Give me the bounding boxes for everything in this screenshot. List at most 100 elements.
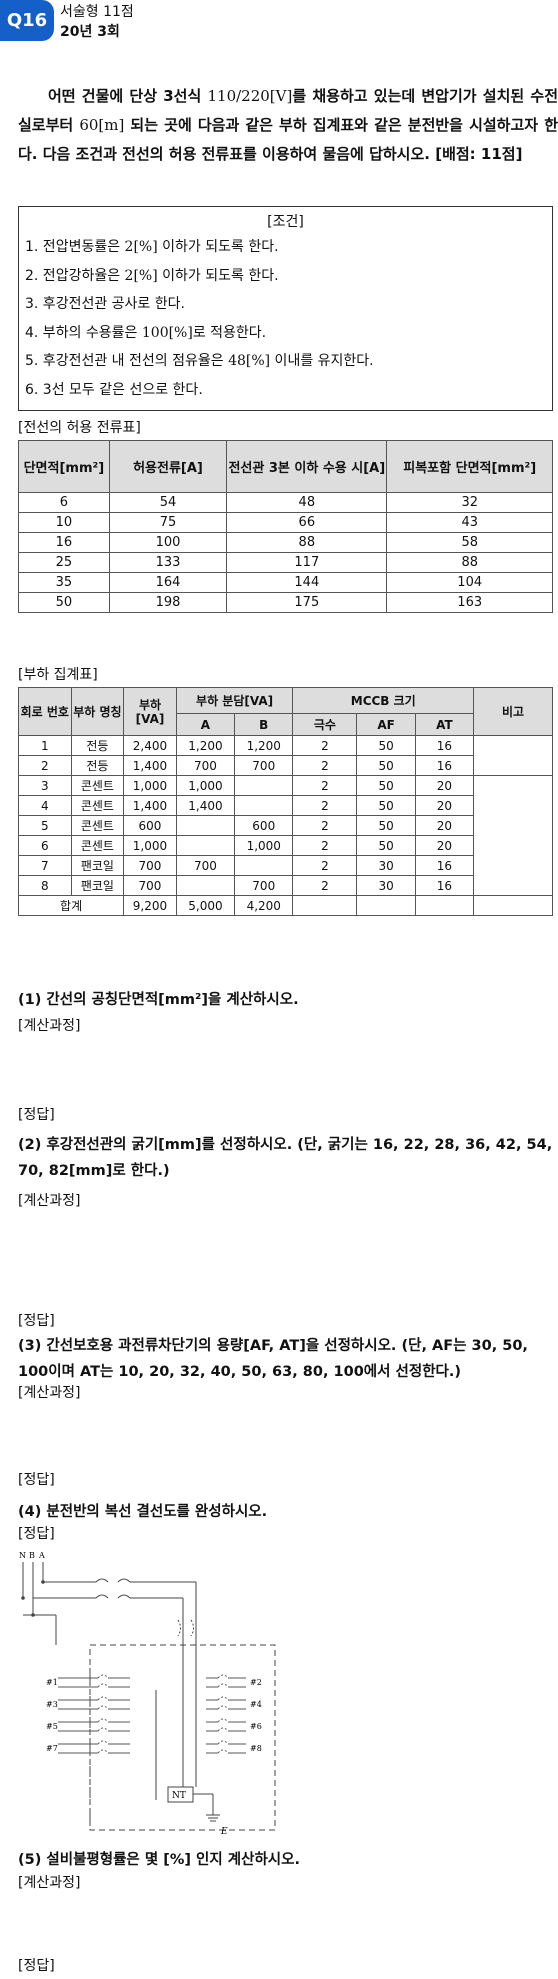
table-cell: 8 [18, 875, 72, 896]
table-cell: 50 [356, 775, 416, 796]
table-cell [234, 795, 294, 816]
table-cell: 50 [18, 592, 110, 613]
table-cell: 88 [226, 532, 388, 553]
table-row: 16 100 88 58 [18, 532, 553, 553]
total-label: 합계 [17, 895, 125, 916]
table-row: 1 전등 2,400 1,200 1,200 2 50 16 [18, 735, 553, 776]
table-cell: 콘센트 [70, 775, 125, 796]
table-row: 2 전등 1,400 700 700 2 50 16 [18, 755, 553, 776]
table-row: 6 콘센트 1,000 1,000 2 50 20 [18, 835, 553, 856]
t1-h-current: 허용전류[A] [108, 440, 228, 493]
table-cell: 88 [386, 552, 553, 573]
table-cell: 2 [292, 835, 358, 856]
question-2: (2) 후강전선관의 굵기[mm]를 선정하시오. (단, 굵기는 16, 22… [18, 1137, 553, 1179]
right-circuit-label: #4 [250, 1700, 262, 1709]
table-cell: 20 [414, 775, 475, 796]
table-cell: 30 [356, 875, 416, 896]
condition-item: 2. 전압강하율은 2[%] 이하가 되도록 한다. [25, 267, 279, 284]
condition-item: 5. 후강전선관 내 전선의 점유율은 48[%] 이내를 유지한다. [25, 353, 374, 369]
table-cell: 10 [18, 512, 110, 533]
table-cell: 163 [386, 592, 553, 613]
t1-h-conduit: 전선관 3본 이하 수용 시[A] [226, 440, 388, 493]
table-cell: 2 [18, 755, 72, 776]
right-circuit-label: #6 [250, 1722, 262, 1731]
t2-h-af: AF [356, 713, 416, 736]
table-cell: 175 [226, 592, 388, 613]
answer-label-1: [정답] [18, 1107, 55, 1123]
earth-label: E [220, 1827, 228, 1837]
breaker-arc [217, 1683, 229, 1688]
table-cell: 50 [356, 755, 416, 776]
allowable-current-table: 단면적[mm²] 허용전류[A] 전선관 3본 이하 수용 시[A] 피복포함 … [18, 440, 553, 613]
table-row: 6 54 48 32 [18, 492, 553, 513]
conditions-title: [조건] [267, 214, 304, 230]
table-cell [175, 815, 236, 836]
table-cell: 16 [18, 532, 110, 553]
note-cell [473, 735, 553, 776]
table-cell: 콘센트 [70, 835, 125, 856]
breaker-arc [97, 1749, 109, 1754]
table-cell: 2 [292, 855, 358, 876]
answer-label-5: [정답] [18, 1958, 55, 1974]
exam-session: 20년 3회 [60, 24, 120, 40]
t2-h-a: A [175, 713, 236, 736]
answer-label-3: [정답] [18, 1472, 55, 1488]
table-cell: 팬코일 [70, 875, 125, 896]
t1-h-area: 단면적[mm²] [18, 440, 110, 493]
table-cell: 32 [386, 492, 553, 513]
table-cell: 1,200 [234, 735, 294, 756]
table-row: 8 팬코일 700 700 2 30 16 [18, 875, 553, 896]
table-cell: 16 [414, 755, 475, 776]
table-cell: 600 [234, 815, 294, 836]
total-row: 합계 9,200 5,000 4,200 [17, 895, 553, 916]
table-cell: 50 [356, 835, 416, 856]
table-cell: 콘센트 [70, 795, 125, 816]
table-cell: 35 [18, 572, 110, 593]
table-cell: 1 [18, 735, 72, 756]
table-row: 3 콘센트 1,000 1,000 2 50 20 [18, 775, 553, 896]
table-cell: 6 [18, 492, 110, 513]
question-4: (4) 분전반의 복선 결선도를 완성하시오. [18, 1504, 268, 1520]
t2-h-name: 부하 명칭 [70, 687, 125, 736]
breaker-arc [217, 1674, 229, 1679]
table-cell: 104 [386, 572, 553, 593]
t1-h-cover: 피복포함 단면적[mm²] [386, 440, 553, 493]
table-cell: 66 [226, 512, 388, 533]
table-cell: 48 [226, 492, 388, 513]
t2-h-b: B [234, 713, 294, 736]
table-cell: 16 [414, 735, 475, 756]
note-cell [473, 775, 553, 896]
total-empty-cell [292, 895, 358, 916]
nt-label: NT [172, 1791, 186, 1801]
table-row: 50 198 175 163 [18, 592, 553, 613]
table-cell: 700 [234, 755, 294, 776]
total-empty-cell [414, 895, 475, 916]
right-circuit-label: #2 [250, 1678, 262, 1687]
table-cell: 2 [292, 735, 358, 756]
conditions-box: [조건] 1. 전압변동률은 2[%] 이하가 되도록 한다. 2. 전압강하율은… [18, 206, 553, 411]
question-badge: Q16 [0, 0, 54, 41]
table-cell: 2 [292, 875, 358, 896]
calc-label-3: [계산과정] [18, 1385, 81, 1401]
phase-label-n: N [19, 1551, 26, 1560]
left-circuit-label: #5 [46, 1722, 58, 1731]
breaker-arc [97, 1683, 109, 1688]
breaker-arc [217, 1696, 229, 1701]
left-circuit-label: #1 [46, 1678, 58, 1687]
table-cell [175, 875, 236, 896]
total-empty-cell [473, 895, 553, 916]
table-cell: 700 [234, 875, 294, 896]
table-cell: 198 [108, 592, 228, 613]
table-cell: 50 [356, 795, 416, 816]
condition-item: 4. 부하의 수용률은 100[%]로 적용한다. [25, 324, 267, 341]
table-cell: 50 [356, 735, 416, 756]
t2-h-load: 부하 [VA] [123, 687, 177, 736]
table-cell [234, 775, 294, 796]
condition-item: 6. 3선 모두 같은 선으로 한다. [25, 381, 203, 398]
table-cell: 3 [18, 775, 72, 796]
breaker-arc [97, 1696, 109, 1701]
table-cell: 1,400 [175, 795, 236, 816]
table-row: 4 콘센트 1,400 1,400 2 50 20 [18, 795, 553, 816]
table-cell: 700 [175, 855, 236, 876]
condition-item: 1. 전압변동률은 2[%] 이하가 되도록 한다. [25, 239, 279, 255]
